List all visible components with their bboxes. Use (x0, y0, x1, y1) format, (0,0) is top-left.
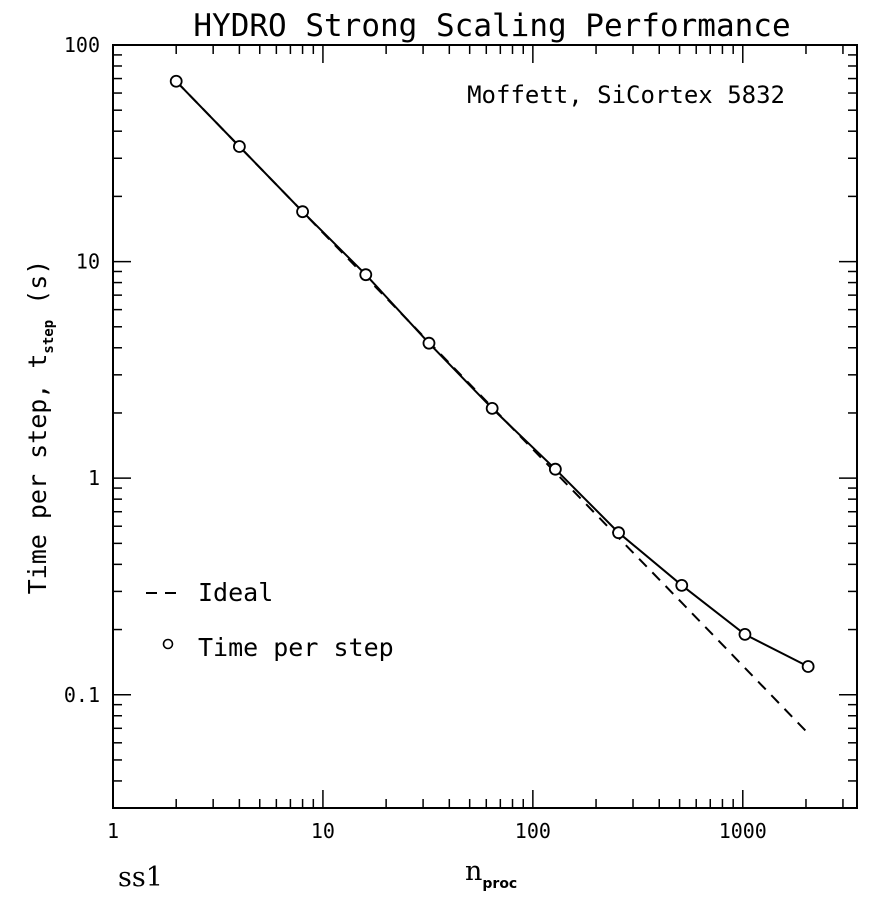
data-point (296, 205, 309, 219)
annotation-text: Moffett, SiCortex 5832 (467, 81, 785, 109)
y-tick-label: 10 (76, 250, 100, 274)
data-point (485, 401, 499, 415)
plot-frame (112, 44, 858, 809)
x-tick-label: 10 (311, 819, 335, 843)
y-tick-label: 0.1 (64, 683, 100, 707)
chart-title: HYDRO Strong Scaling Performance (193, 8, 790, 44)
footer-label: ss1 (118, 862, 163, 893)
x-tick-label: 1 (107, 819, 119, 843)
data-point (548, 462, 562, 476)
series-layer (169, 74, 815, 734)
data-point (169, 74, 183, 88)
data-point (359, 268, 373, 282)
data-point (801, 660, 815, 673)
data-point (422, 336, 436, 350)
x-axis-label: nproc (465, 856, 517, 892)
legend-time-label: Time per step (198, 633, 394, 662)
y-axis-label-main: Time per step, t (23, 354, 52, 595)
data-point (675, 578, 689, 592)
y-tick-label: 100 (64, 33, 100, 57)
y-tick-label: 1 (88, 466, 100, 490)
axis-tick-labels: 1 10 100 1000 0.1 1 10 100 (64, 33, 767, 843)
legend-ideal-label: Ideal (198, 578, 273, 607)
legend: Ideal Time per step (146, 578, 394, 662)
legend-time-swatch (162, 638, 174, 650)
x-tick-label: 1000 (719, 819, 767, 843)
x-axis-label-main: n (465, 856, 482, 887)
data-point (738, 627, 752, 641)
data-point (232, 140, 246, 153)
y-axis-label-suffix: (s) (23, 260, 52, 320)
y-axis-label-subscript: step (41, 320, 57, 354)
y-axis-label: Time per step, tstep (s) (23, 260, 57, 595)
data-point (612, 526, 625, 540)
x-axis-label-subscript: proc (482, 876, 517, 892)
axis-ticks (112, 44, 857, 809)
x-tick-label: 100 (515, 819, 551, 843)
